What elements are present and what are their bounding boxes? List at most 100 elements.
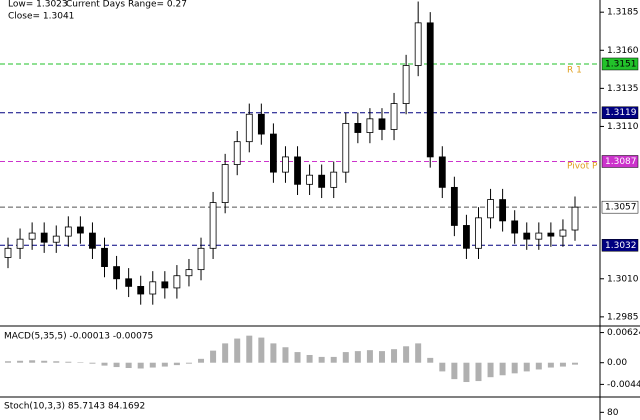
y-tick-label: 1.3010: [607, 274, 639, 284]
candle-body: [233, 141, 241, 165]
candle-body: [450, 186, 458, 226]
macd-bar: [342, 352, 349, 363]
level-label: 1.3032: [605, 241, 637, 251]
macd-bar: [270, 343, 277, 363]
candle-body: [535, 232, 543, 240]
macd-label: MACD(5,35,5) -0.00013 -0.00075: [4, 332, 153, 342]
macd-bar: [559, 362, 566, 367]
macd-bar: [572, 362, 578, 365]
y-tick-label: 0.00624: [607, 328, 640, 338]
candle-body: [125, 278, 133, 287]
candle-body: [475, 217, 482, 249]
y-tick-label: 1.2985: [607, 312, 639, 322]
candle-body: [402, 65, 410, 104]
candle-body: [294, 156, 301, 185]
candle-body: [245, 113, 253, 143]
candle-body: [76, 226, 84, 234]
macd-bar: [137, 362, 144, 369]
macd-bar: [499, 362, 506, 376]
candle-body: [40, 232, 48, 243]
macd-bar: [29, 360, 36, 363]
candle-body: [511, 220, 519, 234]
macd-bar: [210, 350, 217, 363]
candle-body: [28, 232, 36, 240]
candle-body: [426, 22, 434, 158]
candle-body: [113, 266, 120, 280]
level-label: 1.3119: [605, 108, 637, 118]
header-close: Close= 1.3041: [8, 12, 74, 22]
level-box: [601, 200, 639, 214]
macd-bar: [547, 362, 554, 368]
y-tick-label: 1.3110: [607, 122, 639, 132]
y-tick-label: -0.00449: [607, 380, 640, 390]
pivot-label: Pivot P: [567, 162, 598, 172]
macd-bar: [330, 356, 337, 363]
macd-bar: [173, 362, 180, 366]
candle-body: [16, 238, 24, 249]
candle-body: [499, 199, 507, 222]
macd-bar: [161, 362, 168, 367]
macd-bar: [415, 343, 422, 363]
candle-body: [366, 118, 374, 133]
level-box: [601, 57, 639, 71]
candle-body: [185, 269, 193, 277]
y-tick-label: 1.3160: [607, 46, 639, 56]
candle-body: [306, 174, 313, 185]
macd-bar: [366, 350, 373, 363]
macd-bar: [523, 362, 530, 372]
macd-bar: [149, 362, 156, 368]
macd-bar: [451, 362, 458, 380]
macd-bar: [5, 361, 11, 363]
macd-bar: [427, 357, 434, 363]
level-box: [601, 106, 639, 119]
level-box: [601, 239, 639, 252]
candle-body: [523, 232, 531, 240]
macd-bar: [463, 362, 470, 383]
macd-bar: [53, 361, 60, 363]
y-tick-label: 1.3135: [607, 84, 639, 94]
candle-body: [559, 229, 567, 237]
candle-body: [101, 247, 108, 267]
macd-bar: [354, 351, 361, 363]
candle-body: [571, 206, 579, 231]
candle-body: [378, 118, 386, 130]
level-label: 1.3151: [605, 59, 637, 69]
stoch-label: Stoch(10,3,3) 85.7143 84.1692: [4, 402, 145, 412]
macd-bar: [318, 356, 325, 363]
candle-body: [390, 103, 398, 130]
macd-bar: [258, 337, 265, 363]
candle-body: [52, 235, 60, 243]
candle-body: [330, 171, 338, 188]
macd-bar: [222, 343, 229, 363]
macd-bar: [89, 362, 96, 364]
macd-bar: [185, 362, 192, 364]
header-low: Low= 1.3023: [8, 0, 68, 10]
candle-body: [149, 281, 157, 295]
y-tick-label: 1.3185: [607, 8, 639, 18]
candle-body: [318, 174, 326, 188]
candle-body: [221, 164, 229, 204]
macd-bar: [439, 362, 446, 372]
candle-body: [487, 199, 494, 219]
macd-bar: [475, 362, 482, 382]
level-label: 1.3087: [605, 157, 637, 167]
macd-bar: [198, 358, 205, 363]
y-tick-label: 0.00: [607, 358, 627, 368]
macd-bar: [282, 347, 289, 363]
candle-body: [161, 281, 169, 289]
macd-bar: [535, 362, 542, 370]
candle-body: [342, 122, 350, 173]
candle-body: [282, 156, 289, 173]
candle-body: [64, 226, 72, 237]
candle-body: [4, 247, 12, 258]
candle-body: [354, 122, 362, 133]
header-range: Current Days Range= 0.27: [66, 0, 187, 10]
candle-body: [173, 275, 181, 289]
level-box: [601, 155, 639, 168]
candle-body: [270, 133, 277, 173]
candle-body: [414, 22, 422, 66]
macd-bar: [391, 349, 398, 363]
candle-body: [197, 247, 205, 271]
